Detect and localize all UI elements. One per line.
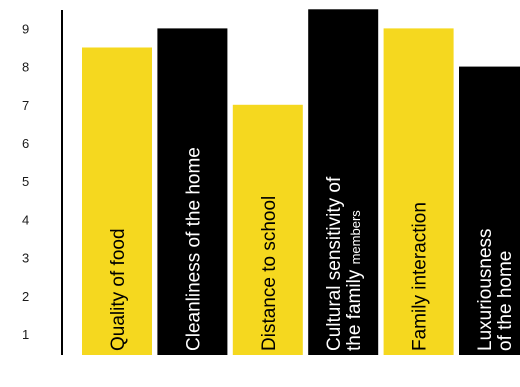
bar [232,104,303,355]
bar-label: Distance to school [259,196,280,351]
bar-label: Quality of food [108,228,129,351]
bar-label: Cleanliness of the home [183,147,204,351]
y-tick-label: 8 [22,60,29,75]
y-tick-label: 9 [22,21,29,36]
bar-label-line: Family interaction [410,202,431,351]
bar [308,9,379,355]
y-axis-ticks: 12345678910 [22,21,29,342]
bar-label-line: Cultural sensitivity of [324,176,345,351]
bar-label-line: Luxuriousness [475,228,496,351]
bar-label-line: Quality of food [108,228,129,351]
bar-label-line: of the home [495,251,516,351]
bar-label-line: Distance to school [259,196,280,351]
bar-label-line: the family members [344,210,365,351]
bar [82,47,152,356]
y-tick-label: 1 [22,327,29,342]
bar [383,28,454,355]
bar-label-line: Cleanliness of the home [183,147,204,351]
bar [157,28,228,355]
bars: Quality of food Cleanliness of the home Di… [82,9,520,356]
y-tick-label: 5 [22,174,29,189]
bar [459,66,520,355]
bar-label: Family interaction [410,202,431,351]
bar-label-small: members [348,210,363,265]
bar-label: Luxuriousnessof the home [475,228,516,351]
y-tick-label: 3 [22,251,29,266]
y-tick-label: 4 [22,212,29,227]
bar-label: Cultural sensitivity ofthe family member… [324,176,365,351]
y-tick-label: 2 [22,289,29,304]
y-tick-label: 7 [22,98,29,113]
y-tick-label: 6 [22,136,29,151]
